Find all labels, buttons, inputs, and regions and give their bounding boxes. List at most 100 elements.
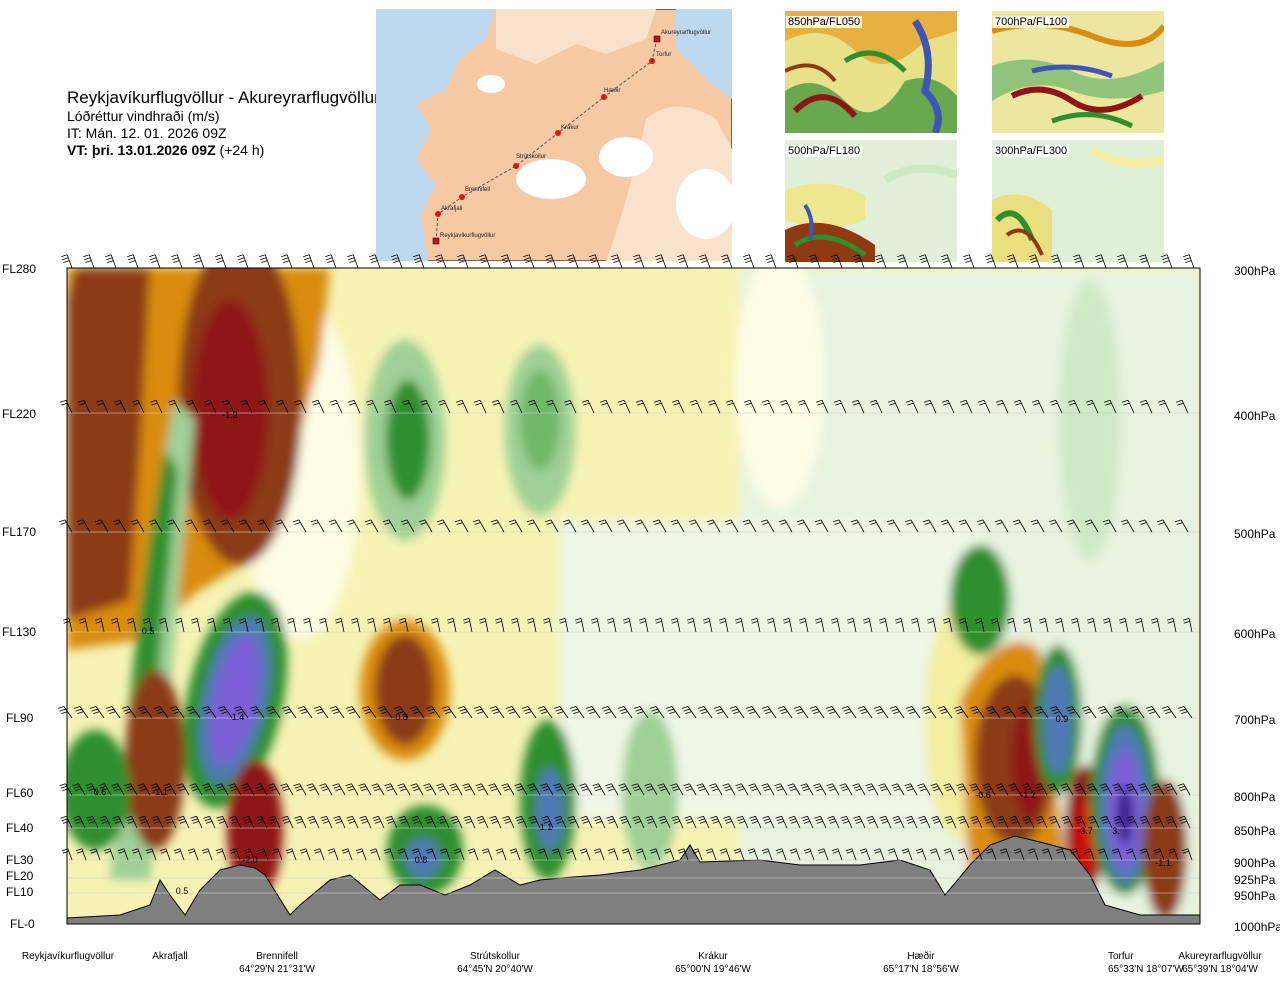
wind-barb: [709, 783, 723, 796]
wind-barb: [1138, 519, 1153, 533]
wind-barb: [341, 848, 353, 861]
wind-barb: [409, 706, 425, 719]
wind-barb: [879, 815, 892, 829]
wind-barb: [957, 815, 970, 829]
wind-barb: [249, 706, 265, 719]
wind-barb: [521, 706, 537, 719]
wind-barb: [832, 519, 847, 533]
extremum-label: 3.: [1112, 826, 1120, 836]
wind-barb: [1041, 848, 1053, 861]
wind-barb: [430, 617, 441, 633]
wind-barb: [699, 254, 711, 269]
wind-barb: [202, 519, 217, 533]
wind-barb: [749, 815, 762, 829]
wind-barb: [476, 815, 489, 829]
wind-barb: [293, 399, 307, 414]
wind-barb: [736, 815, 749, 829]
pressure-label: 850hPa: [1234, 824, 1276, 838]
thumbnail-850hpa: [785, 11, 957, 133]
wind-barb: [98, 783, 112, 796]
wind-barb: [414, 617, 425, 633]
wind-barb: [905, 815, 918, 829]
wind-barb: [541, 815, 554, 829]
wind-barb: [579, 783, 593, 796]
wind-barb: [457, 254, 469, 269]
extremum-label: -0.6: [975, 790, 991, 800]
wind-barb: [190, 617, 201, 633]
wind-barb: [137, 783, 151, 796]
wind-barb: [1165, 815, 1178, 829]
wind-barb: [501, 783, 515, 796]
wind-barb: [425, 706, 441, 719]
wind-barb: [528, 815, 541, 829]
wind-barb: [809, 254, 821, 269]
wind-barb: [761, 848, 773, 861]
wind-barb: [1117, 254, 1129, 269]
wind-barb: [105, 706, 121, 719]
wind-barb: [174, 617, 185, 633]
wind-barb: [462, 617, 473, 633]
wind-barb: [789, 848, 801, 861]
wind-barb: [1007, 254, 1019, 269]
wind-barb: [297, 706, 313, 719]
wind-barb: [788, 815, 801, 829]
wind-barb: [450, 815, 463, 829]
wind-barb: [1060, 783, 1074, 796]
wind-barb: [1181, 848, 1193, 861]
wind-barb: [868, 519, 883, 533]
wind-barb: [184, 519, 199, 533]
wind-barb: [918, 815, 931, 829]
wind-barb: [1009, 815, 1022, 829]
wind-barb: [793, 706, 809, 719]
route-map: Akureyrarflugvöllur Torfur Hæðir Krákur …: [376, 9, 732, 261]
wind-barb: [814, 617, 825, 633]
wind-barb: [59, 399, 73, 414]
wind-barb: [215, 254, 227, 269]
wind-barb: [887, 399, 901, 414]
wind-barb: [1126, 815, 1139, 829]
wind-barb: [489, 706, 505, 719]
wind-barb: [562, 519, 577, 533]
wind-barb: [267, 783, 281, 796]
station-marker: [432, 237, 440, 245]
wind-barb: [944, 815, 957, 829]
wind-barb: [999, 848, 1011, 861]
wind-barb: [796, 519, 811, 533]
wind-barb: [1112, 783, 1126, 796]
wind-barb: [509, 399, 523, 414]
wind-barb: [707, 399, 721, 414]
wind-barb: [889, 706, 905, 719]
wind-barb: [509, 848, 521, 861]
cross-section-chart: -1.3 0.5 1.4 -0.8 0.6 -1.1 -2.0 0.5 0.8 …: [57, 254, 1201, 925]
wind-barb: [873, 706, 889, 719]
wind-barb: [631, 783, 645, 796]
wind-barb: [254, 783, 268, 796]
wind-barb: [635, 848, 647, 861]
wind-barb: [542, 617, 553, 633]
lead-time: (+24 h): [219, 142, 265, 158]
wind-barb: [825, 706, 841, 719]
wind-barb: [1134, 617, 1145, 633]
wind-barb: [943, 848, 955, 861]
thumbnail-label: 500hPa/FL180: [786, 145, 863, 157]
wind-barb: [725, 399, 739, 414]
thumbnail-500hpa: [785, 140, 957, 262]
wind-barb: [125, 815, 138, 829]
wind-barb: [1055, 848, 1067, 861]
wind-barb: [762, 815, 775, 829]
wind-barb: [94, 519, 109, 533]
wind-barb: [1017, 706, 1033, 719]
wind-barb: [910, 617, 921, 633]
wind-barb: [800, 783, 814, 796]
wind-barb: [1022, 815, 1035, 829]
wind-barb: [275, 399, 289, 414]
wind-barb: [153, 706, 169, 719]
wind-barb: [721, 254, 733, 269]
pressure-label: 700hPa: [1234, 713, 1276, 727]
wind-barb: [401, 399, 415, 414]
wind-barb: [579, 848, 591, 861]
wind-barb: [105, 254, 117, 269]
wind-barb: [127, 254, 139, 269]
wind-barb: [274, 519, 289, 533]
wind-barb: [632, 815, 645, 829]
